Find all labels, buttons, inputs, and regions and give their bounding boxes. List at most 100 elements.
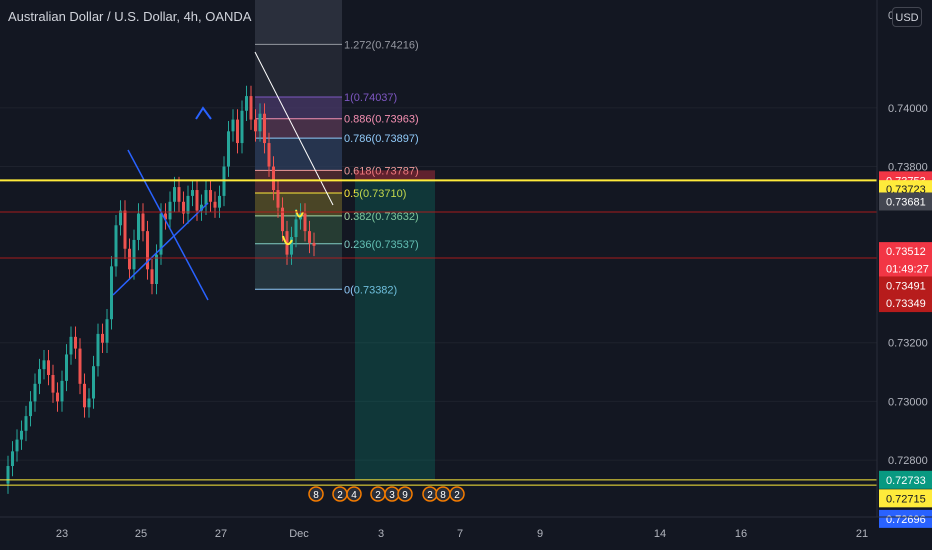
candle-body xyxy=(69,336,73,355)
candle-body xyxy=(213,201,217,208)
fib-zone xyxy=(255,96,342,119)
time-tick-label: 9 xyxy=(537,528,543,540)
candle-body xyxy=(6,466,10,484)
trendline-resistance[interactable] xyxy=(127,149,209,301)
fib-zone xyxy=(255,118,342,139)
candle-body xyxy=(195,190,199,211)
price-marker-label: 0.73512 xyxy=(886,246,926,258)
candle-body xyxy=(164,213,167,220)
price-marker xyxy=(879,242,932,261)
price-axis[interactable]: 0.740000.738000.732000.730000.728000.737… xyxy=(876,0,932,528)
time-tick-label: 16 xyxy=(735,528,747,540)
fib-zone xyxy=(255,243,342,290)
candle-body xyxy=(65,354,68,381)
price-tick-label: 0.72800 xyxy=(888,455,928,467)
price-tick-label: 0.73800 xyxy=(888,162,928,174)
event-marker-count: 4 xyxy=(351,490,357,501)
caret-up-icon xyxy=(195,106,212,120)
candle-body xyxy=(56,392,59,402)
candle-body xyxy=(24,416,28,431)
event-marker-icon[interactable] xyxy=(346,486,362,502)
candle-body xyxy=(38,369,41,384)
fib-level-label: 0.886(0.73963) xyxy=(344,114,419,126)
event-marker-icon[interactable] xyxy=(449,486,465,502)
candle-body xyxy=(150,269,154,284)
currency-button[interactable]: USD xyxy=(892,7,922,27)
fibonacci-retracement[interactable]: 1.272(0.74216) 1(0.74037) 0.886(0.73963) 0.… xyxy=(255,0,419,296)
candle-body xyxy=(254,119,257,132)
time-tick-label: 23 xyxy=(56,528,68,540)
candle-body xyxy=(177,187,181,202)
time-tick-label: 27 xyxy=(215,528,227,540)
candle-body xyxy=(290,237,293,255)
time-axis[interactable]: 23 25 27 Dec 3 7 9 14 16 21 xyxy=(0,516,932,540)
candle-body xyxy=(263,113,266,144)
fib-zone xyxy=(255,215,342,244)
candle-body xyxy=(231,119,235,132)
user-drawings[interactable] xyxy=(0,51,877,301)
event-marker-count: 2 xyxy=(454,490,460,501)
event-marker-count: 8 xyxy=(440,490,446,501)
price-marker-label: 0.73491 xyxy=(886,280,926,292)
candle-body xyxy=(20,430,23,440)
time-tick-label: 21 xyxy=(856,528,868,540)
candle-body xyxy=(123,210,127,249)
time-tick-label: 25 xyxy=(135,528,147,540)
time-tick-label: 7 xyxy=(457,528,463,540)
price-marker xyxy=(879,509,932,528)
candle-body xyxy=(114,225,118,267)
price-marker-label: 0.72733 xyxy=(886,475,926,487)
event-marker-icon[interactable] xyxy=(308,486,324,502)
time-tick-label: 3 xyxy=(378,528,384,540)
candle-body xyxy=(227,131,230,167)
candle-body xyxy=(294,219,298,238)
candle-body xyxy=(191,190,194,196)
event-marker-count: 3 xyxy=(389,490,395,501)
candle-body xyxy=(119,210,122,226)
candle-body xyxy=(51,375,55,393)
fib-zone-extension xyxy=(255,0,342,45)
price-marker xyxy=(879,489,932,508)
event-marker-icon[interactable] xyxy=(397,486,413,502)
trendline-support[interactable] xyxy=(112,202,209,296)
price-marker-label: 0.72715 xyxy=(886,493,926,505)
candle-body xyxy=(83,383,86,408)
candle-body xyxy=(15,439,19,452)
hand-mark-1 xyxy=(282,235,293,246)
price-marker xyxy=(879,192,932,211)
event-marker-count: 9 xyxy=(402,490,408,501)
take-profit-zone xyxy=(355,180,435,480)
candle-body xyxy=(92,366,95,399)
candle-body xyxy=(312,242,316,246)
candle-body xyxy=(87,398,91,408)
stop-loss-zone xyxy=(355,170,435,181)
candle-body xyxy=(60,380,64,402)
event-marker-count: 2 xyxy=(375,490,381,501)
candle-body xyxy=(308,231,311,243)
event-marker-count: 8 xyxy=(313,490,319,501)
candle-body xyxy=(47,360,50,376)
price-marker-label: 0.72696 xyxy=(886,514,926,526)
fib-zone xyxy=(255,44,342,97)
candle-body xyxy=(236,119,239,144)
candle-body xyxy=(204,190,208,205)
candle-body xyxy=(182,201,185,214)
candle-body xyxy=(137,213,140,240)
horizontal-lines[interactable] xyxy=(0,179,877,486)
fib-zone xyxy=(255,170,342,193)
candle-body xyxy=(218,195,221,208)
fib-level-label: 0.382(0.73632) xyxy=(344,211,419,223)
price-marker-label: 0.73349 xyxy=(886,298,926,310)
time-tick-label: 14 xyxy=(654,528,666,540)
candle-body xyxy=(200,204,203,211)
price-marker xyxy=(879,470,932,489)
short-position-tool[interactable] xyxy=(355,170,435,480)
candle-body xyxy=(267,143,271,167)
grid-lines xyxy=(0,107,877,461)
candle-body xyxy=(101,333,104,343)
candle-body xyxy=(173,187,176,202)
price-marker-label: 0.73681 xyxy=(886,196,926,208)
candle-body xyxy=(132,239,136,270)
